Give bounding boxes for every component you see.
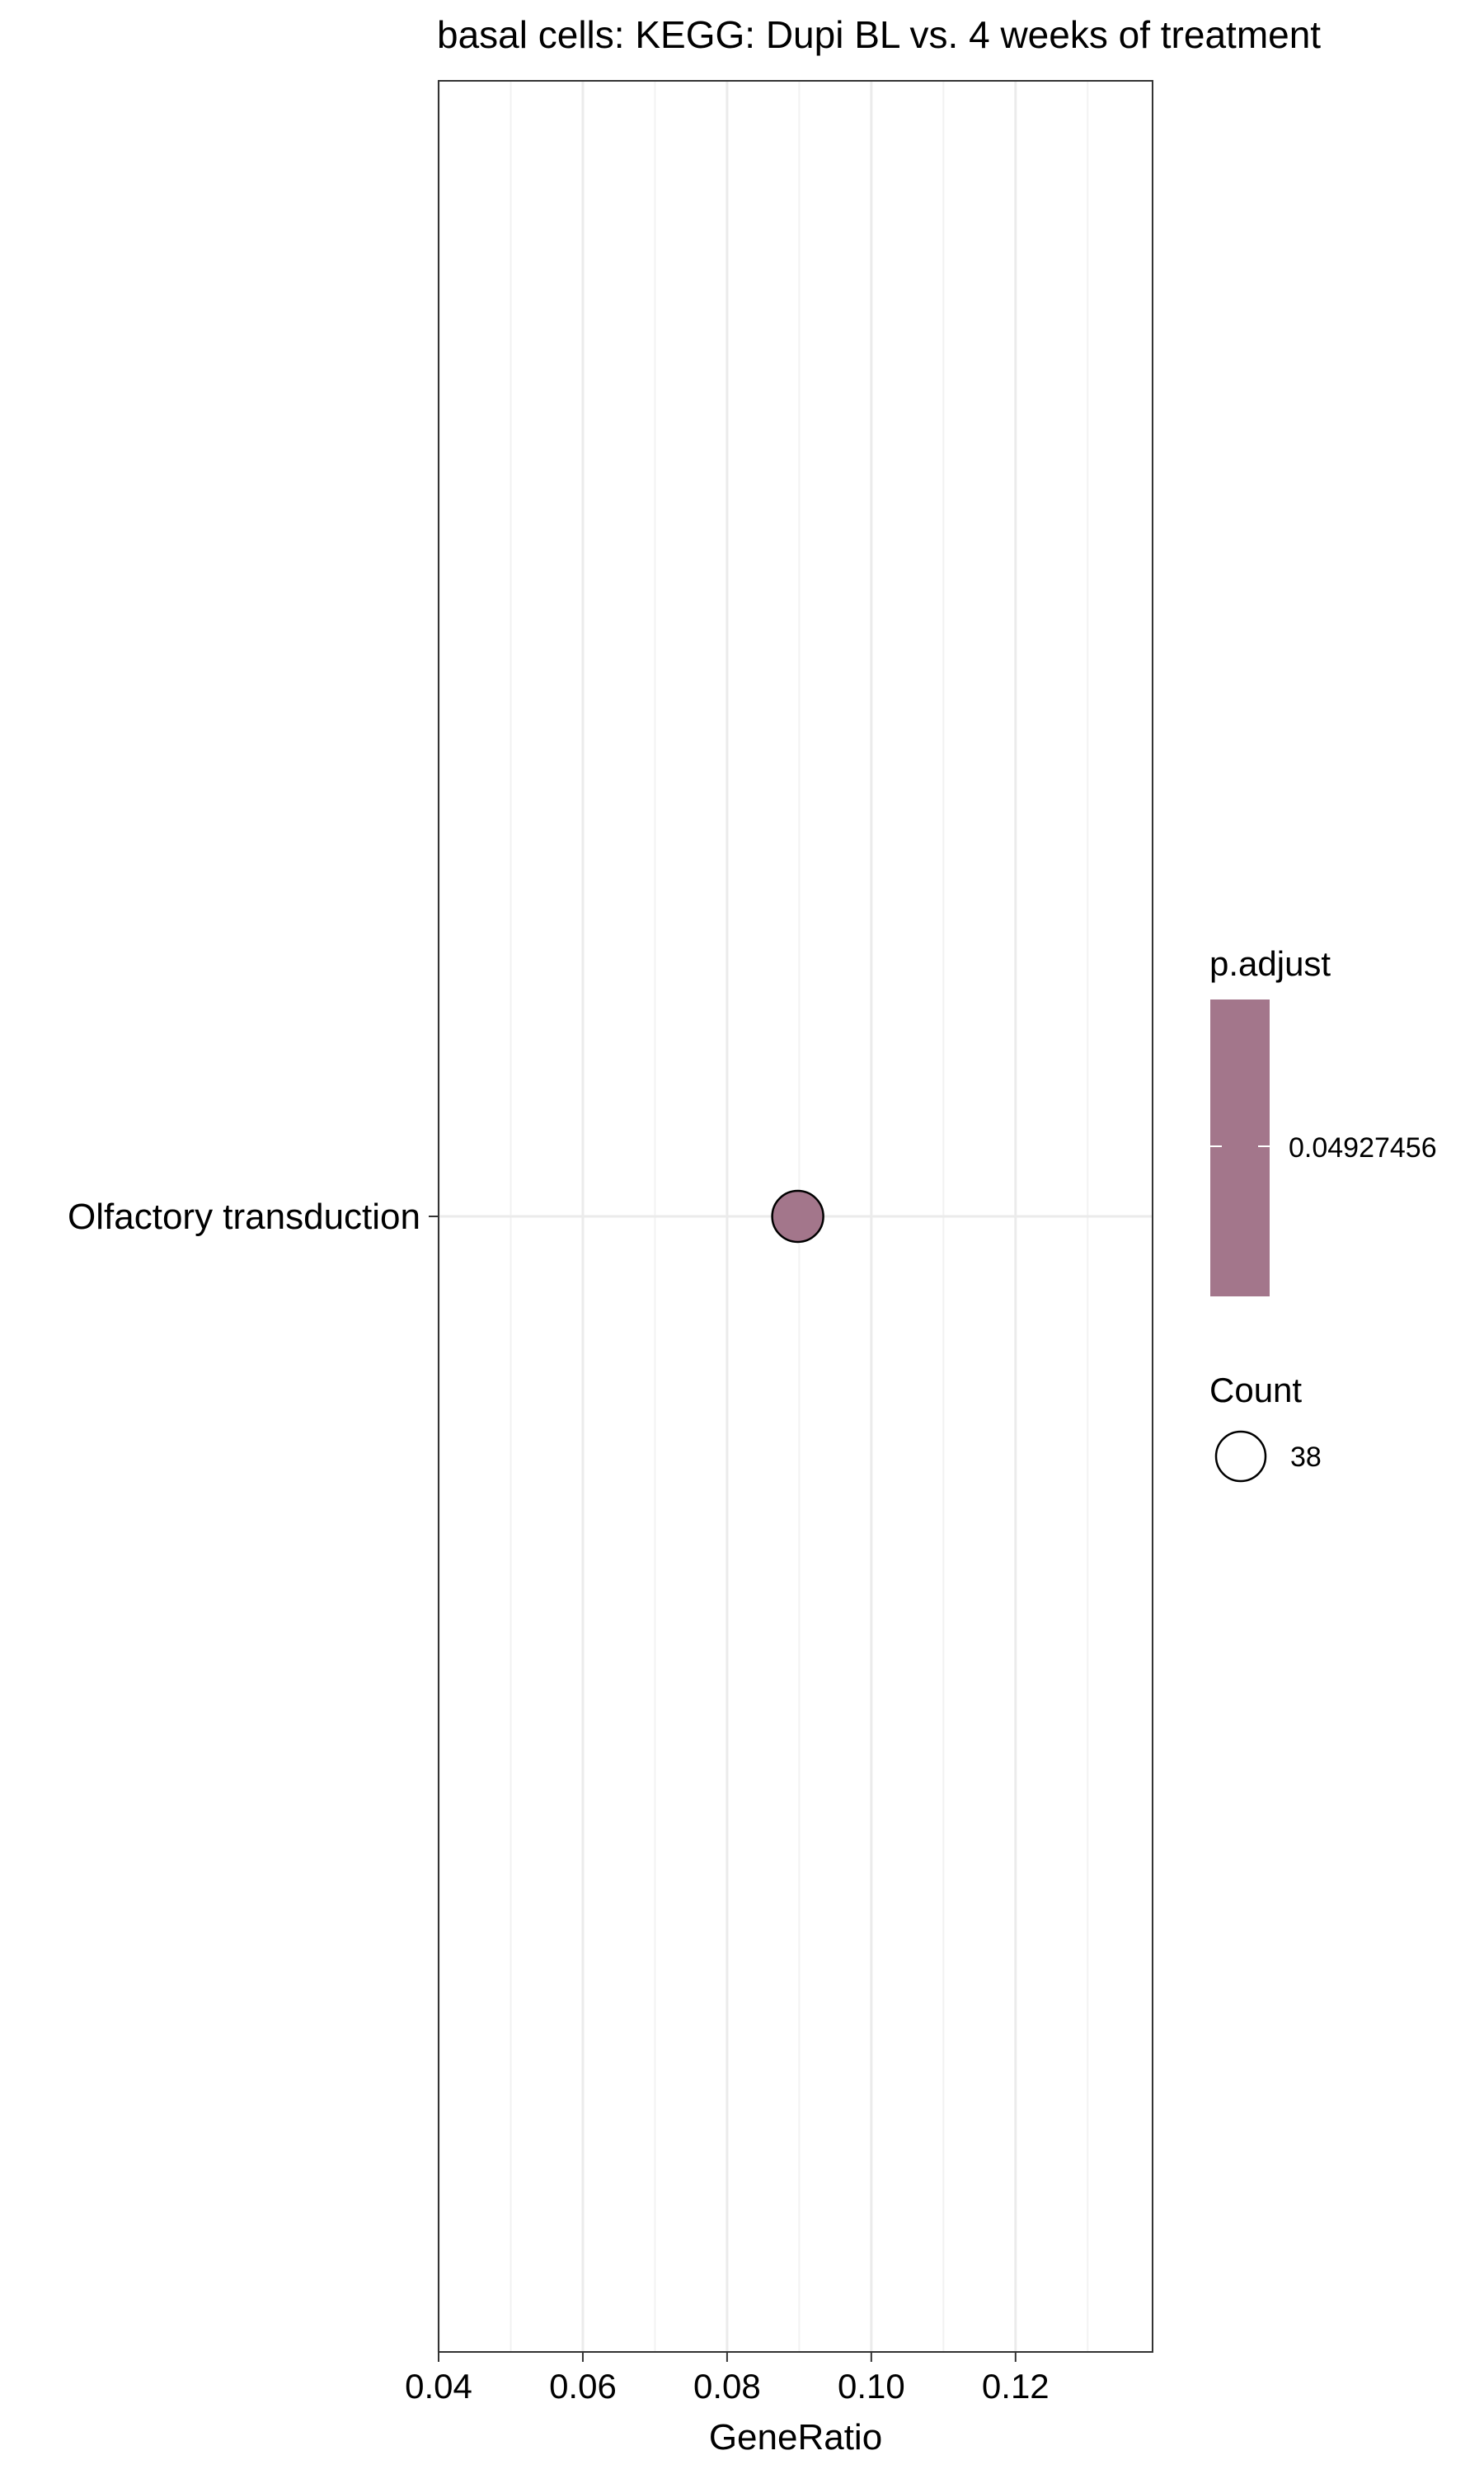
size-legend-label: 38	[1290, 1442, 1322, 1473]
color-legend-bar	[1210, 999, 1270, 1296]
chart-title: basal cells: KEGG: Dupi BL vs. 4 weeks o…	[437, 13, 1321, 56]
color-legend-label: 0.04927456	[1289, 1132, 1437, 1164]
x-tick-label: 0.12	[982, 2367, 1050, 2406]
color-legend: p.adjust 0.04927456	[1209, 944, 1437, 1296]
x-axis-title: GeneRatio	[709, 2417, 882, 2458]
plot-panel	[437, 80, 1153, 2353]
data-point	[771, 1189, 824, 1244]
x-axis: 0.04 0.06 0.08 0.10 0.12	[405, 2352, 1050, 2406]
size-legend-circle	[1214, 1430, 1267, 1483]
data-points	[771, 1189, 824, 1244]
size-legend: Count 38	[1209, 1371, 1322, 1483]
size-legend-title: Count	[1209, 1371, 1302, 1409]
x-tick-label: 0.06	[549, 2367, 617, 2406]
x-tick-label: 0.08	[693, 2367, 761, 2406]
x-tick-label: 0.10	[838, 2367, 905, 2406]
color-legend-title: p.adjust	[1209, 944, 1331, 983]
y-axis: Olfactory transduction	[68, 1197, 439, 1237]
y-tick-label: Olfactory transduction	[68, 1197, 420, 1237]
x-tick-label: 0.04	[405, 2367, 472, 2406]
